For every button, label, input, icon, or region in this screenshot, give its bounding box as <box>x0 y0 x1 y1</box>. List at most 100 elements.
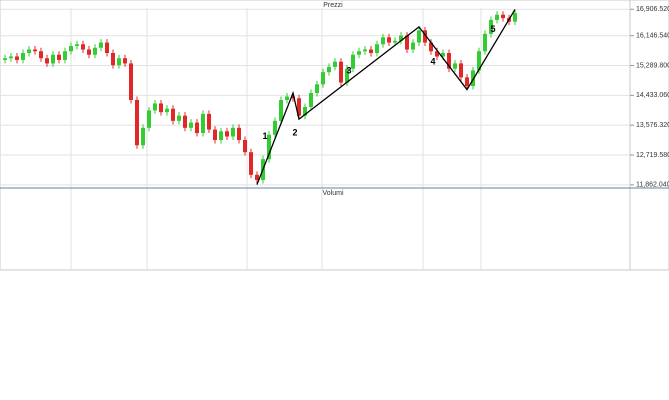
candle-body <box>459 63 463 78</box>
candle-body <box>111 52 115 66</box>
y-tick-label: 11,862.0400 <box>636 182 669 189</box>
candle-body <box>333 61 337 67</box>
candle-body <box>225 131 229 137</box>
candle-body <box>495 14 499 20</box>
candle-body <box>117 58 121 66</box>
candle-body <box>201 113 205 134</box>
chart-frame <box>0 0 669 271</box>
candle-body <box>141 127 145 146</box>
y-tick-label: 14,433.0601 <box>636 92 669 99</box>
candle-body <box>153 103 157 111</box>
wave-label: 1 <box>262 131 267 141</box>
candle-body <box>51 54 55 64</box>
price-panel-title: Prezzi <box>323 2 343 9</box>
candle-body <box>345 68 349 83</box>
candle-body <box>183 115 187 128</box>
candle-body <box>171 108 175 121</box>
wave-label: 5 <box>490 24 495 34</box>
candle-body <box>189 122 193 128</box>
candle-body <box>417 30 421 43</box>
candle-body <box>339 61 343 83</box>
candle-body <box>471 70 475 87</box>
candle-body <box>147 110 151 128</box>
candle-body <box>351 54 355 69</box>
candle-body <box>393 40 397 43</box>
candle-body <box>207 113 211 130</box>
candle-body <box>315 84 319 94</box>
candle-body <box>255 174 259 181</box>
candle-body <box>57 54 61 60</box>
candle-body <box>273 120 277 135</box>
candle-body <box>165 108 169 113</box>
candle-body <box>375 44 379 53</box>
candle-body <box>81 44 85 50</box>
candle-body <box>483 33 487 52</box>
y-tick-label: 16,146.5400 <box>636 33 669 40</box>
candle-body <box>405 35 409 50</box>
candle-body <box>93 47 97 55</box>
y-tick-label: 12,719.5800 <box>636 152 669 159</box>
candle-body <box>363 49 367 52</box>
candle-body <box>381 37 385 45</box>
candle-body <box>195 122 199 134</box>
candle-body <box>303 106 307 116</box>
candle-body <box>39 51 43 59</box>
candle-body <box>357 51 361 55</box>
candle-body <box>9 56 13 59</box>
candle-body <box>69 46 73 52</box>
candle-body <box>327 66 331 73</box>
candle-body <box>159 103 163 113</box>
candle-body <box>441 52 445 57</box>
wave-label: 2 <box>292 128 297 138</box>
candle-body <box>279 99 283 121</box>
candle-body <box>453 63 457 69</box>
candle-body <box>477 51 481 71</box>
candle-body <box>87 49 91 55</box>
candle-body <box>177 115 181 121</box>
candle-body <box>15 56 19 60</box>
candle-body <box>291 96 295 99</box>
candle-body <box>243 140 247 153</box>
wave-label: 3 <box>346 65 351 75</box>
candle-body <box>267 134 271 160</box>
candle-body <box>237 127 241 141</box>
candle-body <box>285 96 289 100</box>
candle-body <box>3 58 7 60</box>
candle-body <box>63 51 67 60</box>
candle-body <box>387 37 391 43</box>
candle-body <box>27 49 31 53</box>
candle-body <box>489 19 493 34</box>
candle-body <box>465 77 469 87</box>
candle-body <box>423 30 427 43</box>
candle-body <box>231 127 235 137</box>
candle-body <box>33 49 37 52</box>
y-tick-label: 13,576.3201 <box>636 122 669 129</box>
candle-body <box>135 99 139 146</box>
candle-body <box>309 93 313 107</box>
wave-label: 4 <box>430 57 435 67</box>
candle-body <box>369 49 373 53</box>
candle-body <box>411 42 415 50</box>
candle-body <box>21 52 25 60</box>
candle-body <box>249 152 253 175</box>
candle-body <box>513 12 517 22</box>
y-tick-label: 15,289.8001 <box>636 62 669 69</box>
candle-body <box>429 42 433 52</box>
candle-body <box>399 35 403 41</box>
volume-panel-title: Volumi <box>322 190 343 197</box>
candle-body <box>435 51 439 57</box>
candle-body <box>45 58 49 64</box>
candle-body <box>123 58 127 64</box>
candle-body <box>99 42 103 48</box>
candle-body <box>219 131 223 141</box>
wave-line <box>256 9 516 185</box>
y-tick-label: 16,906.5200 <box>636 6 669 13</box>
candle-body <box>297 98 301 116</box>
candle-body <box>213 129 217 141</box>
candle-body <box>105 42 109 53</box>
candle-body <box>75 44 79 47</box>
candle-body <box>129 63 133 100</box>
candle-body <box>501 14 505 19</box>
